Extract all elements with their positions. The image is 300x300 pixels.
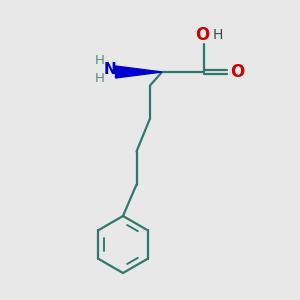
Text: H: H — [95, 54, 105, 67]
Text: O: O — [230, 63, 245, 81]
Text: H: H — [95, 71, 105, 85]
Text: N: N — [104, 61, 116, 76]
Polygon shape — [116, 66, 162, 78]
Text: O: O — [195, 26, 210, 44]
Text: H: H — [212, 28, 223, 42]
